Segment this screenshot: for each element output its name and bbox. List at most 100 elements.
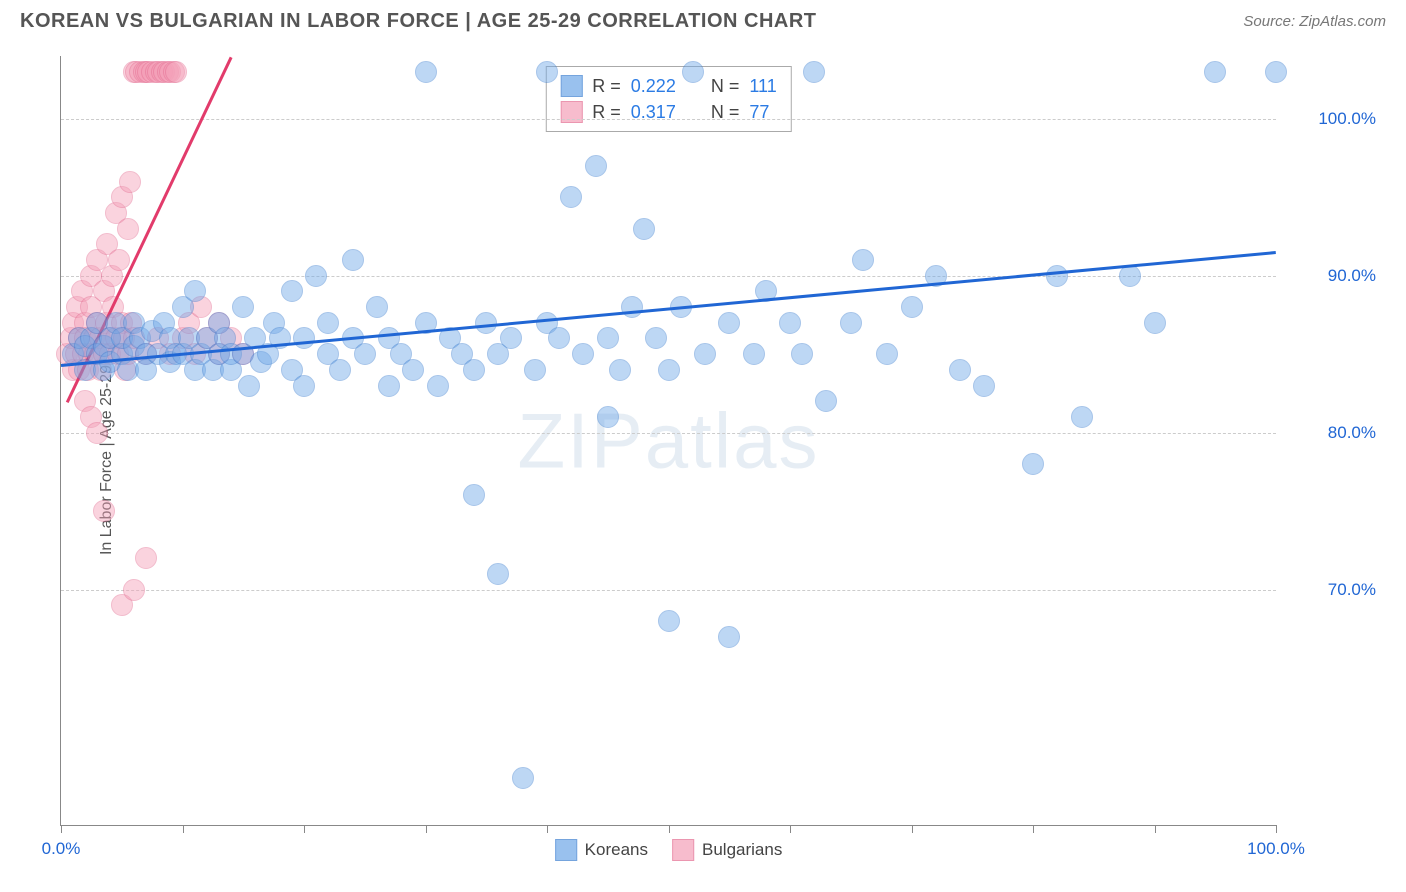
data-point bbox=[658, 359, 680, 381]
x-tick bbox=[183, 825, 184, 833]
data-point bbox=[427, 375, 449, 397]
source-name: ZipAtlas.com bbox=[1299, 13, 1386, 30]
gridline-h bbox=[61, 433, 1276, 434]
data-point bbox=[803, 61, 825, 83]
data-point bbox=[548, 327, 570, 349]
data-point bbox=[621, 296, 643, 318]
data-point bbox=[1071, 406, 1093, 428]
x-tick bbox=[426, 825, 427, 833]
data-point bbox=[293, 375, 315, 397]
x-tick bbox=[61, 825, 62, 833]
data-point bbox=[184, 280, 206, 302]
r-value: 0.222 bbox=[631, 76, 676, 97]
data-point bbox=[949, 359, 971, 381]
n-value: 111 bbox=[749, 76, 776, 97]
data-point bbox=[487, 563, 509, 585]
x-tick-label-max: 100.0% bbox=[1247, 839, 1305, 859]
plot-area: ZIPatlas R = 0.222 N = 111R = 0.317 N = … bbox=[60, 56, 1276, 826]
data-point bbox=[609, 359, 631, 381]
x-tick bbox=[547, 825, 548, 833]
data-point bbox=[232, 296, 254, 318]
legend-item: Bulgarians bbox=[672, 839, 782, 861]
data-point bbox=[1265, 61, 1287, 83]
data-point bbox=[876, 343, 898, 365]
stats-row: R = 0.222 N = 111 bbox=[560, 73, 776, 99]
legend-label: Bulgarians bbox=[702, 840, 782, 860]
data-point bbox=[108, 249, 130, 271]
data-point bbox=[500, 327, 522, 349]
data-point bbox=[743, 343, 765, 365]
r-label: R = bbox=[592, 76, 621, 97]
x-tick bbox=[304, 825, 305, 833]
data-point bbox=[815, 390, 837, 412]
data-point bbox=[317, 312, 339, 334]
data-point bbox=[281, 280, 303, 302]
data-point bbox=[779, 312, 801, 334]
data-point bbox=[354, 343, 376, 365]
data-point bbox=[86, 422, 108, 444]
data-point bbox=[305, 265, 327, 287]
series-swatch bbox=[560, 75, 582, 97]
data-point bbox=[597, 327, 619, 349]
data-point bbox=[123, 579, 145, 601]
data-point bbox=[93, 500, 115, 522]
data-point bbox=[1046, 265, 1068, 287]
data-point bbox=[165, 61, 187, 83]
x-tick bbox=[790, 825, 791, 833]
data-point bbox=[597, 406, 619, 428]
chart-title: KOREAN VS BULGARIAN IN LABOR FORCE | AGE… bbox=[20, 10, 817, 33]
y-tick-label: 90.0% bbox=[1286, 266, 1376, 286]
data-point bbox=[682, 61, 704, 83]
data-point bbox=[1022, 453, 1044, 475]
legend-swatch bbox=[555, 839, 577, 861]
stats-row: R = 0.317 N = 77 bbox=[560, 99, 776, 125]
y-tick-label: 100.0% bbox=[1286, 109, 1376, 129]
source-prefix: Source: bbox=[1243, 13, 1299, 30]
y-tick-label: 70.0% bbox=[1286, 580, 1376, 600]
data-point bbox=[524, 359, 546, 381]
x-tick bbox=[1033, 825, 1034, 833]
legend-label: Koreans bbox=[585, 840, 648, 860]
x-tick bbox=[669, 825, 670, 833]
data-point bbox=[1144, 312, 1166, 334]
data-point bbox=[560, 186, 582, 208]
data-point bbox=[840, 312, 862, 334]
data-point bbox=[901, 296, 923, 318]
data-point bbox=[1204, 61, 1226, 83]
watermark: ZIPatlas bbox=[517, 395, 819, 486]
gridline-h bbox=[61, 119, 1276, 120]
data-point bbox=[536, 61, 558, 83]
data-point bbox=[238, 375, 260, 397]
data-point bbox=[366, 296, 388, 318]
data-point bbox=[658, 610, 680, 632]
gridline-h bbox=[61, 590, 1276, 591]
data-point bbox=[415, 61, 437, 83]
data-point bbox=[119, 171, 141, 193]
correlation-stats-box: R = 0.222 N = 111R = 0.317 N = 77 bbox=[545, 66, 791, 132]
data-point bbox=[718, 312, 740, 334]
data-point bbox=[585, 155, 607, 177]
data-point bbox=[342, 249, 364, 271]
data-point bbox=[1119, 265, 1141, 287]
series-legend: Koreans Bulgarians bbox=[555, 839, 783, 861]
data-point bbox=[378, 375, 400, 397]
data-point bbox=[463, 484, 485, 506]
gridline-h bbox=[61, 276, 1276, 277]
data-point bbox=[402, 359, 424, 381]
data-point bbox=[973, 375, 995, 397]
data-point bbox=[633, 218, 655, 240]
data-point bbox=[135, 547, 157, 569]
y-tick-label: 80.0% bbox=[1286, 423, 1376, 443]
x-tick-label-min: 0.0% bbox=[42, 839, 81, 859]
data-point bbox=[645, 327, 667, 349]
data-point bbox=[512, 767, 534, 789]
legend-item: Koreans bbox=[555, 839, 648, 861]
data-point bbox=[718, 626, 740, 648]
data-point bbox=[293, 327, 315, 349]
chart-container: In Labor Force | Age 25-29 ZIPatlas R = … bbox=[20, 48, 1386, 872]
x-tick bbox=[1276, 825, 1277, 833]
data-point bbox=[463, 359, 485, 381]
data-point bbox=[852, 249, 874, 271]
legend-swatch bbox=[672, 839, 694, 861]
n-label: N = bbox=[711, 76, 740, 97]
